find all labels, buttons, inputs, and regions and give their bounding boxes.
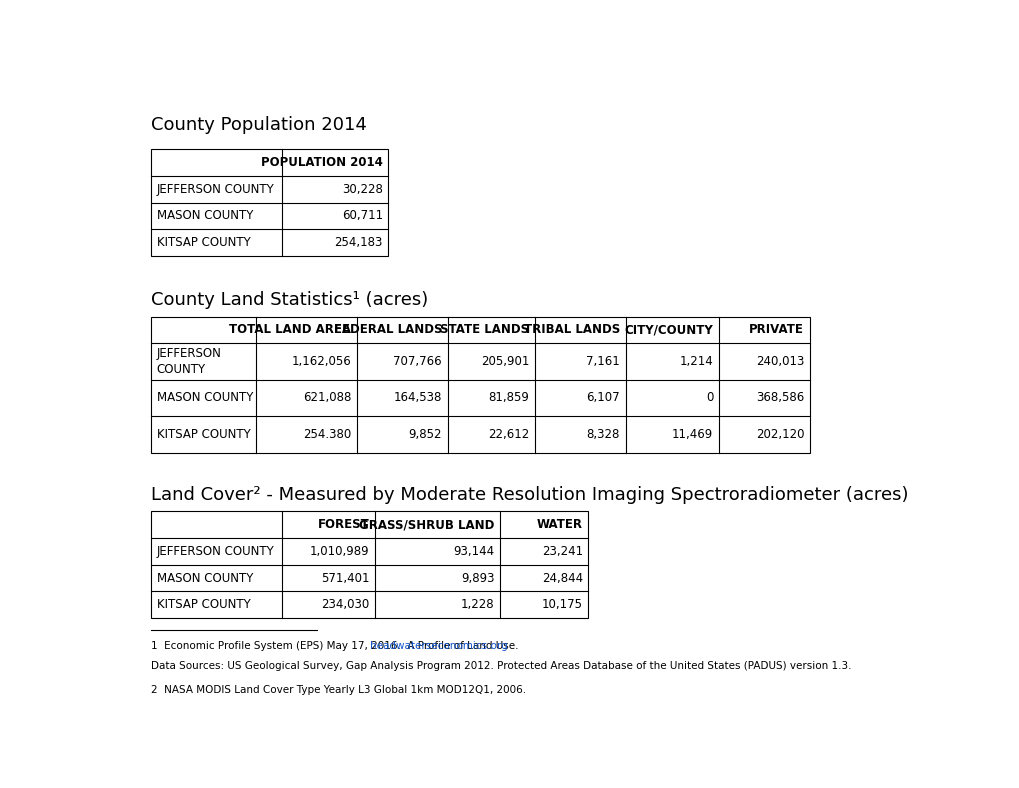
Text: 9,852: 9,852 [409, 428, 441, 440]
Text: KITSAP COUNTY: KITSAP COUNTY [157, 598, 251, 611]
Text: 0: 0 [705, 392, 712, 404]
Text: CITY/COUNTY: CITY/COUNTY [624, 324, 712, 336]
Text: 254,183: 254,183 [334, 236, 382, 249]
Text: PRIVATE: PRIVATE [749, 324, 803, 336]
Text: KITSAP COUNTY: KITSAP COUNTY [157, 236, 251, 249]
Text: Data Sources: US Geological Survey, Gap Analysis Program 2012. Protected Areas D: Data Sources: US Geological Survey, Gap … [151, 660, 851, 671]
Text: 234,030: 234,030 [321, 598, 369, 611]
Text: 254.380: 254.380 [303, 428, 351, 440]
Text: 164,538: 164,538 [393, 392, 441, 404]
Text: 11,469: 11,469 [672, 428, 712, 440]
Text: 7,161: 7,161 [586, 355, 620, 368]
Text: County Land Statistics¹ (acres): County Land Statistics¹ (acres) [151, 291, 428, 309]
Text: 1  Economic Profile System (EPS) May 17, 2016.  A Profile of Land Use.: 1 Economic Profile System (EPS) May 17, … [151, 641, 525, 651]
Text: 1,162,056: 1,162,056 [291, 355, 351, 368]
Text: WATER: WATER [536, 519, 582, 531]
Text: County Population 2014: County Population 2014 [151, 117, 367, 135]
Text: 240,013: 240,013 [755, 355, 803, 368]
Text: 8,328: 8,328 [586, 428, 620, 440]
Text: KITSAP COUNTY: KITSAP COUNTY [157, 428, 251, 440]
Text: 22,612: 22,612 [487, 428, 529, 440]
Text: 81,859: 81,859 [488, 392, 529, 404]
Text: 707,766: 707,766 [393, 355, 441, 368]
Bar [151, 149, 388, 256]
Text: 10,175: 10,175 [541, 598, 582, 611]
Text: TOTAL LAND AREA: TOTAL LAND AREA [229, 324, 351, 336]
Text: 621,088: 621,088 [303, 392, 351, 404]
Text: JEFFERSON
COUNTY: JEFFERSON COUNTY [157, 347, 221, 376]
Text: 23,241: 23,241 [541, 545, 582, 558]
Text: 571,401: 571,401 [321, 571, 369, 585]
Text: 9,893: 9,893 [461, 571, 494, 585]
Bar [151, 511, 588, 619]
Text: 2  NASA MODIS Land Cover Type Yearly L3 Global 1km MOD12Q1, 2006.: 2 NASA MODIS Land Cover Type Yearly L3 G… [151, 685, 526, 695]
Text: STATE LANDS: STATE LANDS [439, 324, 529, 336]
Text: 202,120: 202,120 [755, 428, 803, 440]
Text: 30,228: 30,228 [341, 183, 382, 195]
Text: POPULATION 2014: POPULATION 2014 [261, 156, 382, 169]
Text: MASON COUNTY: MASON COUNTY [157, 210, 253, 222]
Text: FOREST: FOREST [317, 519, 369, 531]
Text: FEDERAL LANDS: FEDERAL LANDS [333, 324, 441, 336]
Text: TRIBAL LANDS: TRIBAL LANDS [523, 324, 620, 336]
Text: 93,144: 93,144 [452, 545, 494, 558]
Text: JEFFERSON COUNTY: JEFFERSON COUNTY [157, 545, 274, 558]
Text: 6,107: 6,107 [586, 392, 620, 404]
Text: MASON COUNTY: MASON COUNTY [157, 392, 253, 404]
Text: 60,711: 60,711 [341, 210, 382, 222]
Text: MASON COUNTY: MASON COUNTY [157, 571, 253, 585]
Text: JEFFERSON COUNTY: JEFFERSON COUNTY [157, 183, 274, 195]
Text: 1,214: 1,214 [679, 355, 712, 368]
Text: 1,010,989: 1,010,989 [310, 545, 369, 558]
Text: 368,586: 368,586 [755, 392, 803, 404]
Bar [151, 317, 809, 452]
Text: Land Cover² - Measured by Moderate Resolution Imaging Spectroradiometer (acres): Land Cover² - Measured by Moderate Resol… [151, 486, 908, 504]
Text: GRASS/SHRUB LAND: GRASS/SHRUB LAND [359, 519, 494, 531]
Text: 24,844: 24,844 [541, 571, 582, 585]
Text: headwaterseconomics.org: headwaterseconomics.org [370, 641, 507, 651]
Text: 1,228: 1,228 [461, 598, 494, 611]
Text: 205,901: 205,901 [480, 355, 529, 368]
